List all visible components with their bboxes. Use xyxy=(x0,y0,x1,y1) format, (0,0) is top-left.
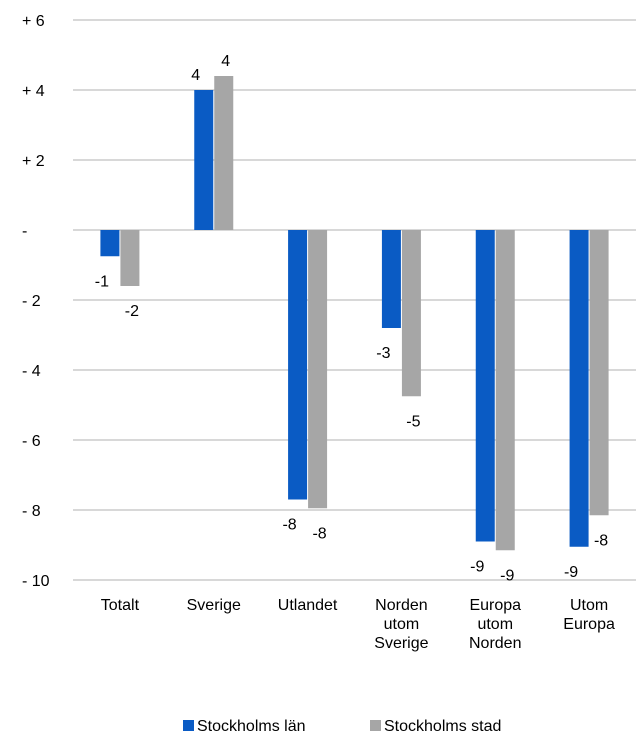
bar-lan-2 xyxy=(288,230,308,500)
category-label-line: Sverige xyxy=(374,635,428,652)
category-label-line: Europa xyxy=(563,616,615,633)
bars xyxy=(100,76,609,551)
data-label: -3 xyxy=(376,345,390,362)
legend-label: Stockholms län xyxy=(197,718,306,735)
data-label: 4 xyxy=(221,53,230,70)
bar-lan-4 xyxy=(475,230,495,542)
category-label-line: Utom xyxy=(570,597,608,614)
category-label: Utlandet xyxy=(278,597,338,614)
y-tick-label: + 4 xyxy=(22,83,45,100)
data-label: -2 xyxy=(125,303,139,320)
gridlines xyxy=(73,19,636,581)
bar-lan-5 xyxy=(569,230,589,547)
data-label: -5 xyxy=(406,413,420,430)
bar-stad-3 xyxy=(401,230,421,397)
category-label: Europa utom Norden xyxy=(469,597,521,652)
data-label: -9 xyxy=(564,564,578,581)
category-labels: Totalt Sverige Utlandet Norden utom Sverige Eu… xyxy=(101,597,615,652)
bar-stad-0 xyxy=(120,230,140,286)
y-tick-label: - 6 xyxy=(22,433,41,450)
data-label: 4 xyxy=(191,67,200,84)
y-tick-label: + 2 xyxy=(22,153,45,170)
y-tick-label: - 8 xyxy=(22,503,41,520)
category-label: Sverige xyxy=(187,597,241,614)
legend-swatch xyxy=(370,720,381,731)
data-label: -1 xyxy=(95,273,109,290)
category-label-line: Utlandet xyxy=(278,597,338,614)
category-label-line: utom xyxy=(384,616,420,633)
bar-lan-3 xyxy=(381,230,401,328)
data-label: -8 xyxy=(594,532,608,549)
legend: Stockholms län Stockholms stad xyxy=(183,718,501,735)
category-label-line: Sverige xyxy=(187,597,241,614)
category-label: Totalt xyxy=(101,597,140,614)
data-label: -8 xyxy=(282,517,296,534)
category-label-line: Europa xyxy=(469,597,521,614)
category-label: Utom Europa xyxy=(563,597,615,633)
y-axis-ticks: + 6 + 4 + 2 - - 2 - 4 - 6 - 8 - 10 xyxy=(22,13,50,590)
bar-lan-0 xyxy=(100,230,120,257)
bar-lan-1 xyxy=(194,90,214,230)
bar-stad-5 xyxy=(589,230,609,516)
data-label: -8 xyxy=(312,525,326,542)
data-labels: -1 4 -8 -3 -9 -9 -2 4 -8 -5 -9 -8 xyxy=(95,53,608,584)
category-label-line: Norden xyxy=(375,597,427,614)
y-tick-label: - xyxy=(22,223,27,240)
y-tick-label: - 10 xyxy=(22,573,50,590)
bar-stad-4 xyxy=(495,230,515,551)
y-tick-label: - 2 xyxy=(22,293,41,310)
category-label: Norden utom Sverige xyxy=(374,597,428,652)
bar-stad-1 xyxy=(214,76,234,230)
y-tick-label: - 4 xyxy=(22,363,41,380)
category-label-line: Norden xyxy=(469,635,521,652)
category-label-line: utom xyxy=(477,616,513,633)
data-label: -9 xyxy=(470,559,484,576)
legend-swatch xyxy=(183,720,194,731)
legend-label: Stockholms stad xyxy=(384,718,501,735)
data-label: -9 xyxy=(500,567,514,584)
bar-stad-2 xyxy=(308,230,328,509)
y-tick-label: + 6 xyxy=(22,13,45,30)
category-label-line: Totalt xyxy=(101,597,140,614)
